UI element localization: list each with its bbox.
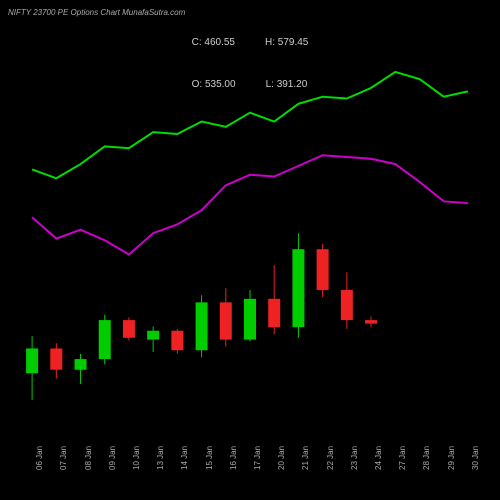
x-axis-label: 16 Jan <box>229 446 238 470</box>
x-axis-label: 10 Jan <box>132 446 141 470</box>
candle-body <box>147 331 159 340</box>
candle-body <box>99 320 111 359</box>
x-axis-label: 07 Jan <box>59 446 68 470</box>
x-axis-label: 27 Jan <box>398 446 407 470</box>
chart-title: NIFTY 23700 PE Options Chart MunafaSutra… <box>8 8 185 17</box>
candle-body <box>244 299 256 340</box>
candle-body <box>75 359 87 370</box>
x-axis-label: 17 Jan <box>253 446 262 470</box>
x-axis-label: 28 Jan <box>422 446 431 470</box>
candle-body <box>123 320 135 338</box>
candle-body <box>341 290 353 320</box>
candle-body <box>365 320 377 324</box>
x-axis-label: 09 Jan <box>108 446 117 470</box>
x-axis-label: 14 Jan <box>180 446 189 470</box>
indicator-lower-line <box>32 155 468 254</box>
x-axis-label: 23 Jan <box>350 446 359 470</box>
x-axis-label: 24 Jan <box>374 446 383 470</box>
x-axis-label: 13 Jan <box>156 446 165 470</box>
candle-body <box>317 249 329 290</box>
candle-body <box>220 302 232 339</box>
plot-area <box>20 40 480 430</box>
chart-svg <box>20 40 480 430</box>
candle-body <box>292 249 304 327</box>
x-axis-label: 20 Jan <box>277 446 286 470</box>
x-axis-label: 06 Jan <box>35 446 44 470</box>
candle-body <box>26 348 38 373</box>
x-axis: 06 Jan 07 Jan 08 Jan 09 Jan 10 Jan 13 Jan 14 J… <box>20 430 480 490</box>
candle-body <box>268 299 280 327</box>
x-axis-label: 15 Jan <box>205 446 214 470</box>
x-axis-label: 22 Jan <box>326 446 335 470</box>
x-axis-label: 08 Jan <box>84 446 93 470</box>
candle-body <box>50 348 62 369</box>
x-axis-label: 30 Jan <box>471 446 480 470</box>
chart-container: NIFTY 23700 PE Options Chart MunafaSutra… <box>0 0 500 500</box>
x-axis-label: 21 Jan <box>301 446 310 470</box>
x-axis-label: 29 Jan <box>447 446 456 470</box>
indicator-upper-line <box>32 72 468 178</box>
candle-body <box>196 302 208 350</box>
candle-body <box>171 331 183 351</box>
